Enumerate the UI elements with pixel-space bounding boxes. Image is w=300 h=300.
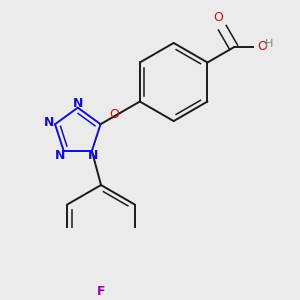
Text: N: N xyxy=(44,116,55,129)
Text: O: O xyxy=(109,108,119,121)
Text: F: F xyxy=(97,285,105,298)
Text: O: O xyxy=(214,11,224,24)
Text: N: N xyxy=(55,149,65,162)
Text: N: N xyxy=(73,97,83,110)
Text: H: H xyxy=(265,39,273,49)
Text: N: N xyxy=(88,149,98,162)
Text: O: O xyxy=(258,40,268,53)
